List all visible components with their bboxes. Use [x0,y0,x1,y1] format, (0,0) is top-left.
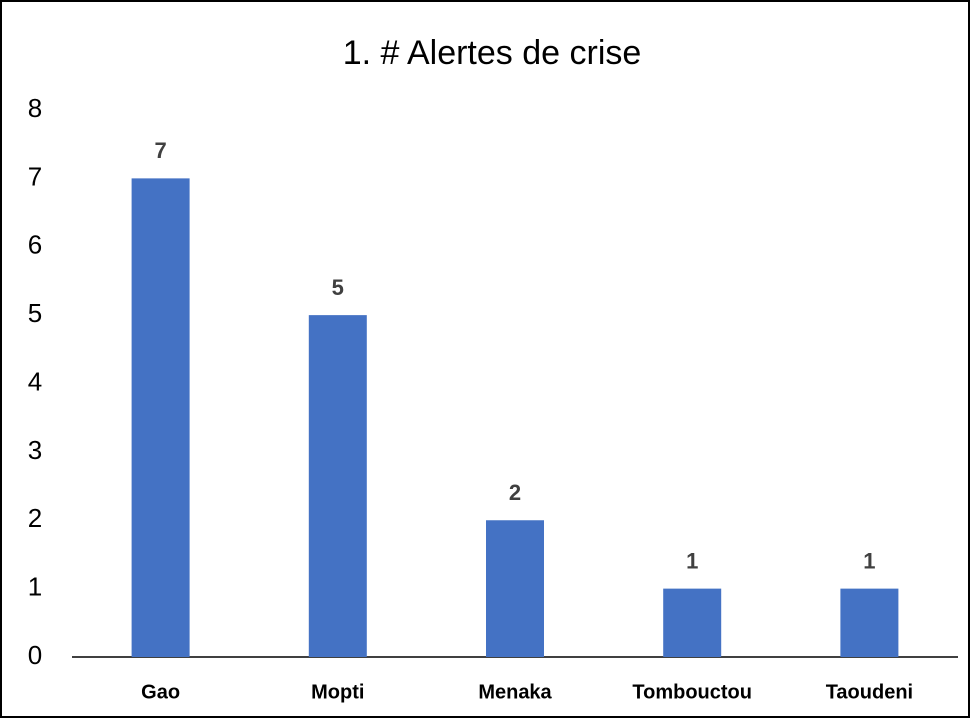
x-tick-label: Mopti [311,681,364,703]
bar [663,588,722,657]
data-label: 2 [509,480,521,505]
x-tick-label: Gao [141,681,180,703]
bar [308,315,367,657]
x-tick-label: Menaka [478,681,552,703]
y-tick-label: 5 [28,298,42,328]
data-label: 1 [686,548,698,573]
y-tick-label: 0 [28,640,42,670]
y-tick-label: 8 [28,93,42,123]
x-tick-label: Taoudeni [826,681,913,703]
bar [486,520,544,657]
bar [131,178,190,657]
y-tick-label: 6 [28,230,42,260]
y-tick-label: 7 [28,161,42,191]
data-label: 7 [154,138,166,163]
bar [840,588,899,657]
chart-title: 1. # Alertes de crise [343,34,642,72]
y-tick-label: 1 [28,572,42,602]
y-tick-label: 4 [28,366,42,396]
y-tick-label: 3 [28,435,42,465]
data-label: 5 [332,275,344,300]
data-label: 1 [863,548,875,573]
x-tick-label: Tombouctou [632,681,752,703]
y-tick-label: 2 [28,503,42,533]
